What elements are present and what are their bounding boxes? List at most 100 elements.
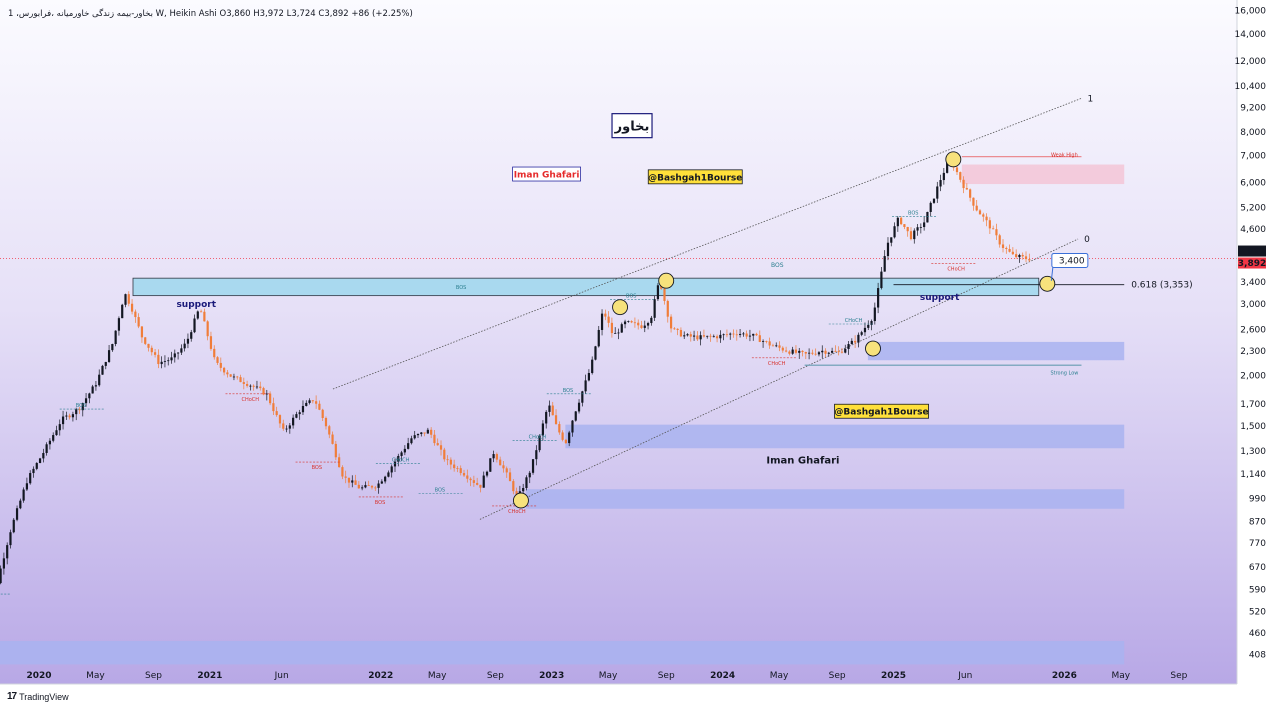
candle	[88, 392, 91, 404]
candle	[768, 337, 771, 349]
candle	[745, 330, 748, 340]
price-tick-label: 460	[1249, 629, 1266, 639]
support-zone[interactable]	[132, 277, 1040, 297]
candle	[676, 328, 679, 336]
candle	[278, 414, 282, 428]
key-point-circle[interactable]	[865, 340, 881, 357]
candle-body	[962, 179, 965, 189]
time-tick-label: Sep	[1170, 671, 1187, 681]
candle-body	[226, 372, 229, 375]
candle	[847, 341, 850, 355]
demand-zone-low[interactable]	[526, 489, 1125, 509]
candle	[992, 225, 995, 230]
candle	[696, 331, 699, 342]
candle	[597, 325, 600, 348]
candle	[863, 322, 867, 336]
key-point-circle[interactable]	[512, 492, 529, 509]
key-point-circle[interactable]	[612, 299, 629, 316]
candle-body	[29, 473, 32, 484]
candle-body	[153, 352, 157, 355]
candle	[742, 331, 745, 337]
candle-body	[403, 448, 406, 453]
candle	[906, 226, 909, 237]
candle-body	[213, 348, 216, 358]
time-axis[interactable]: 2020 May Sep 2021 Jun 2022 May Sep 2023 May Sep 202…	[26, 671, 1187, 681]
candle-body	[919, 227, 922, 228]
key-point-circle[interactable]	[1039, 275, 1056, 292]
candle-body	[479, 484, 482, 488]
time-tick-label: Sep	[487, 671, 504, 681]
candle	[472, 475, 475, 487]
structure-label: CHoCH	[241, 397, 259, 403]
candle-body	[380, 481, 383, 484]
candle	[591, 356, 594, 375]
demand-zone-top[interactable]	[867, 341, 1125, 361]
candle	[94, 380, 98, 391]
candle-body	[844, 348, 847, 353]
base-zone[interactable]	[0, 641, 1125, 665]
weak-high-label: Weak High	[1051, 152, 1078, 158]
demand-zone-mid[interactable]	[565, 424, 1125, 449]
candle-body	[752, 333, 755, 336]
candle-body	[531, 459, 535, 473]
key-point-circle[interactable]	[945, 151, 962, 168]
candle	[157, 349, 160, 369]
price-tick-label: 1,700	[1240, 400, 1266, 410]
candle-body	[926, 211, 929, 223]
candle-body	[12, 519, 15, 533]
candle-body	[712, 336, 715, 338]
candle-body	[1001, 244, 1005, 248]
price-axis[interactable]: 16,000 14,000 12,000 10,400 9,200 8,000 7,000 6…	[1235, 7, 1267, 661]
candle-body	[702, 335, 706, 337]
candle	[962, 176, 965, 194]
author-watermark: Iman Ghafari	[766, 456, 839, 467]
candle-body	[722, 334, 725, 336]
supply-zone[interactable]	[961, 164, 1125, 185]
candle	[246, 380, 249, 388]
channel-lower-line[interactable]	[479, 238, 1079, 520]
callout-box[interactable]	[1051, 252, 1089, 268]
structure-label: BOS	[908, 210, 918, 216]
candle	[679, 327, 683, 338]
candle	[581, 390, 584, 407]
candle-body	[242, 382, 245, 384]
candle	[781, 346, 784, 353]
candle	[91, 384, 94, 394]
candle	[137, 313, 140, 329]
candle	[357, 481, 360, 489]
candle-body	[410, 438, 413, 444]
candle-body	[1024, 256, 1028, 260]
candle-body	[324, 417, 328, 427]
candle	[972, 197, 975, 211]
candle	[459, 465, 462, 476]
candle-body	[564, 439, 567, 444]
candle-body	[923, 222, 926, 228]
candle-body	[370, 485, 374, 488]
candle	[275, 406, 278, 417]
candle-body	[420, 432, 423, 435]
candle-body	[577, 402, 581, 412]
candle-body	[78, 409, 81, 411]
time-tick-label: May	[1111, 671, 1130, 681]
candle	[896, 216, 899, 232]
candle-body	[357, 484, 360, 489]
candle-body	[627, 321, 630, 322]
tradingview-brand[interactable]: 17 TradingView	[7, 691, 69, 702]
tradingview-name: TradingView	[19, 691, 69, 702]
candle	[269, 391, 272, 406]
channel-upper-line[interactable]	[332, 97, 1082, 390]
candle	[101, 364, 104, 375]
channel-lower-label: 0	[1084, 235, 1090, 245]
candle-body	[824, 350, 827, 354]
key-point-circle[interactable]	[658, 272, 675, 289]
candle	[673, 327, 676, 330]
candle-body	[541, 423, 544, 436]
candle	[439, 440, 443, 456]
candle-body	[604, 313, 607, 317]
candle	[29, 470, 32, 485]
candle-body	[232, 376, 236, 378]
candle	[295, 411, 298, 419]
candle	[364, 481, 367, 489]
candle	[410, 435, 413, 445]
